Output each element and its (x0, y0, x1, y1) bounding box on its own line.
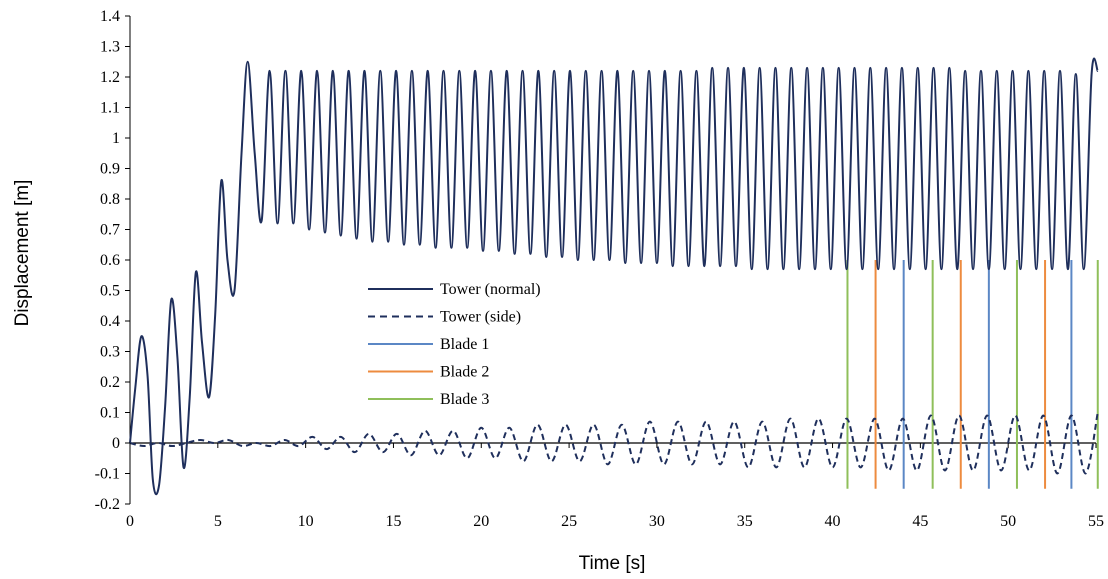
legend-label: Blade 3 (440, 391, 489, 408)
series-tower-side (129, 412, 1099, 475)
x-tick-label: 25 (561, 513, 577, 530)
y-tick-label: -0.1 (95, 466, 120, 483)
y-tick-label: 1.2 (100, 69, 120, 86)
x-tick-label: 30 (649, 513, 665, 530)
y-tick-label: 1.3 (100, 39, 120, 56)
y-tick-label: 0.2 (100, 374, 120, 391)
y-tick-label: 0.9 (100, 161, 120, 178)
y-tick-label: -0.2 (95, 496, 120, 513)
y-tick-label: 0.3 (100, 344, 120, 361)
legend-label: Blade 1 (440, 336, 489, 353)
x-tick-label: 50 (1000, 513, 1016, 530)
x-axis-ticks: 0 5 10 15 20 25 30 35 40 45 50 55 (126, 443, 1104, 530)
plot-area (129, 16, 1099, 504)
y-axis-title: Displacement [m] (12, 180, 33, 327)
y-tick-label: 0.7 (100, 222, 120, 239)
y-tick-label: 0.5 (100, 283, 120, 300)
y-axis-ticks: -0.2 -0.1 0 0.1 0.2 0.3 0.4 0.5 0.6 0.7 0.8 0.9 1 1.1… (95, 8, 130, 513)
y-tick-label: 0.8 (100, 191, 120, 208)
x-axis-title: Time [s] (579, 553, 646, 574)
legend-label: Tower (side) (440, 309, 521, 326)
y-tick-label: 0.1 (100, 405, 120, 422)
legend-label: Blade 2 (440, 364, 489, 381)
legend: Tower (normal) Tower (side) Blade 1 Blade 2… (368, 281, 541, 408)
y-tick-label: 0.6 (100, 252, 120, 269)
x-tick-label: 0 (126, 513, 134, 530)
y-tick-label: 1.1 (100, 100, 120, 117)
x-tick-label: 15 (385, 513, 401, 530)
x-tick-label: 5 (214, 513, 222, 530)
legend-label: Tower (normal) (440, 281, 541, 298)
y-tick-label: 0.4 (100, 313, 120, 330)
x-tick-label: 35 (737, 513, 753, 530)
x-tick-label: 55 (1088, 513, 1104, 530)
x-tick-label: 10 (298, 513, 314, 530)
x-tick-label: 45 (912, 513, 928, 530)
series-tower-normal (129, 57, 1099, 496)
y-tick-label: 1 (112, 130, 120, 147)
y-tick-label: 1.4 (100, 8, 120, 25)
x-tick-label: 20 (473, 513, 489, 530)
y-tick-label: 0 (112, 435, 120, 452)
x-tick-label: 40 (825, 513, 841, 530)
